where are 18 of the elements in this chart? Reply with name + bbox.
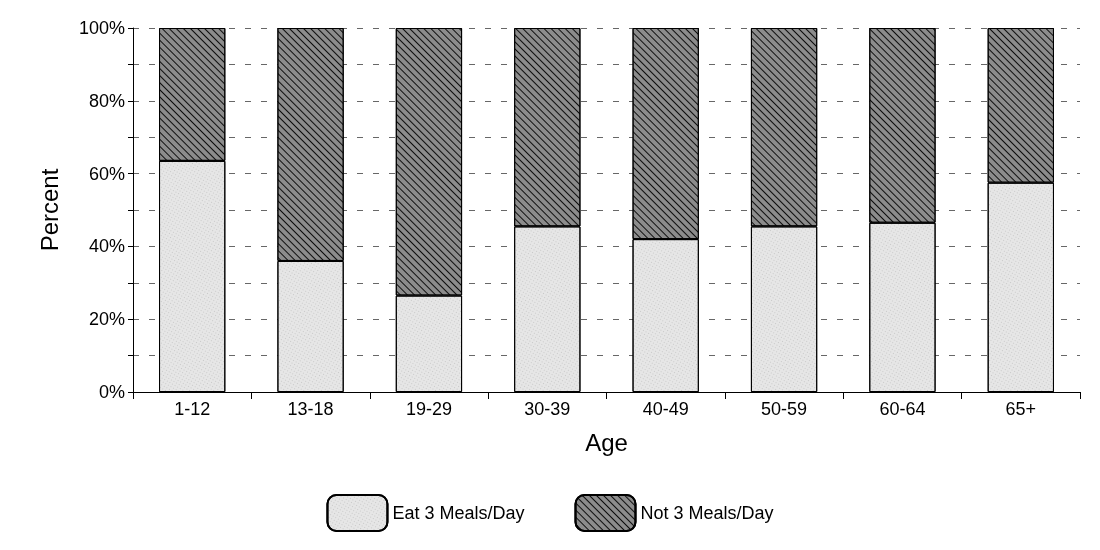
x-tick-label: 60-64 <box>879 399 926 419</box>
y-tick-label: 80% <box>88 90 125 111</box>
x-axis-title: Age <box>585 428 628 456</box>
legend-label: Eat 3 Meals/Day <box>392 503 525 523</box>
x-tick-label: 1-12 <box>174 399 211 419</box>
y-tick-label: 40% <box>88 236 125 257</box>
y-tick-label: 0% <box>98 382 125 402</box>
y-tick-label: 20% <box>88 309 125 330</box>
legend-label: Not 3 Meals/Day <box>640 503 774 523</box>
x-tick-label: 13-18 <box>287 399 334 419</box>
x-tick-label: 50-59 <box>761 399 808 419</box>
x-tick-label: 40-49 <box>642 399 689 419</box>
y-tick-label: 60% <box>88 163 125 184</box>
x-tick-label: 19-29 <box>405 399 452 419</box>
x-tick-label: 65+ <box>1005 399 1037 419</box>
x-tick-label: 30-39 <box>524 399 571 419</box>
y-axis-title: Percent <box>35 168 63 252</box>
y-tick-label: 100% <box>78 18 125 38</box>
